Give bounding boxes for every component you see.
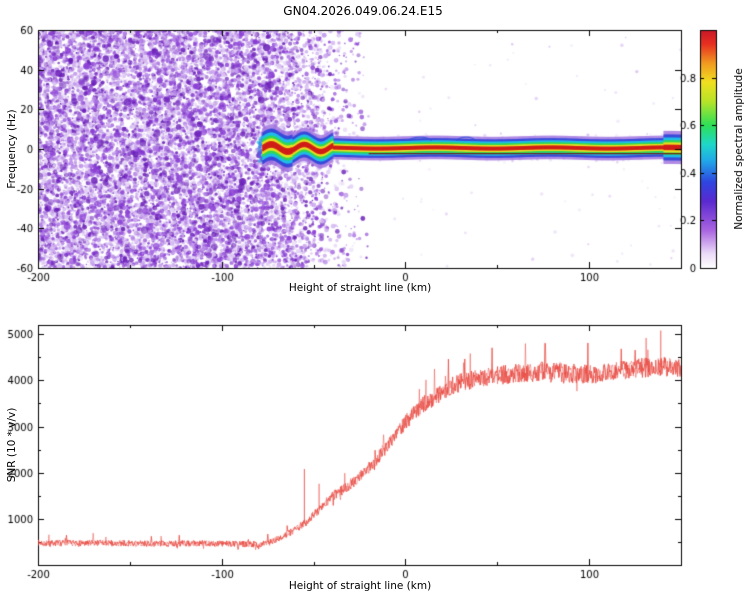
snr-x-axis-label: Height of straight line (km) — [288, 580, 432, 592]
colorbar-label: Normalized spectral amplitude — [733, 68, 745, 230]
spectrogram-canvas — [0, 0, 750, 312]
spectrogram-y-axis-label: Frequency (Hz) — [6, 109, 18, 189]
figure-title: GN04.2026.049.06.24.E15 — [283, 4, 443, 18]
spectrogram-x-axis-label: Height of straight line (km) — [288, 282, 432, 294]
snr-canvas — [0, 312, 750, 600]
snr-y-axis-label: SNR (10 * v/v) — [6, 407, 18, 483]
